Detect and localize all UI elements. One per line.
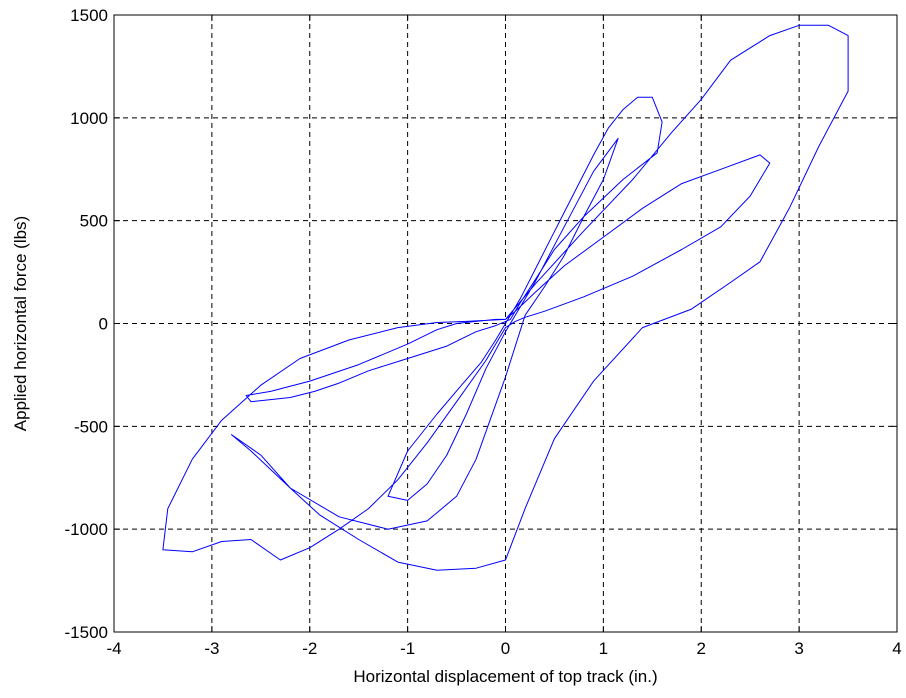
- y-tick-label: 1000: [70, 109, 108, 128]
- x-tick-label: 4: [892, 639, 901, 658]
- y-tick-label: 0: [99, 315, 108, 334]
- y-tick-label: 1500: [70, 6, 108, 25]
- x-tick-labels: -4 -3 -2 -1 0 1 2 3 4: [106, 15, 902, 658]
- y-tick-label: -500: [74, 417, 108, 436]
- x-tick-label: -3: [204, 639, 219, 658]
- x-tick-label: 1: [599, 639, 608, 658]
- y-tick-labels: -1500 -1000 -500 0 500 1000 1500: [65, 6, 897, 642]
- x-tick-label: -2: [302, 639, 317, 658]
- x-axis-label: Horizontal displacement of top track (in…: [353, 667, 657, 686]
- x-tick-label: 2: [697, 639, 706, 658]
- x-tick-label: -1: [400, 639, 415, 658]
- x-tick-label: 3: [794, 639, 803, 658]
- y-tick-label: -1000: [65, 520, 108, 539]
- series-layer: [162, 24, 849, 571]
- series-line-0: [162, 24, 849, 571]
- x-tick-label: 0: [501, 639, 510, 658]
- grid: [114, 15, 897, 632]
- x-tick-label: -4: [106, 639, 121, 658]
- y-axis-label: Applied horizontal force (lbs): [11, 216, 30, 431]
- y-tick-label: 500: [80, 212, 108, 231]
- y-tick-label: -1500: [65, 623, 108, 642]
